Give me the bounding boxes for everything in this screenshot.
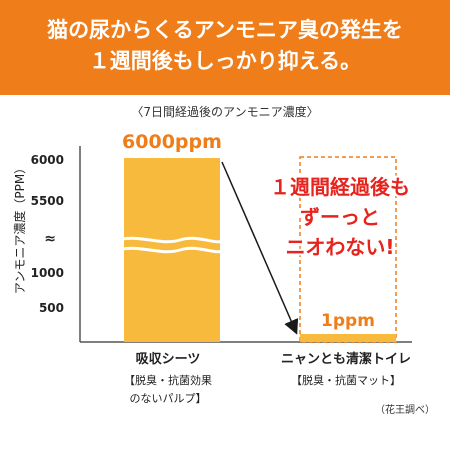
callout-line-1: １週間経過後も xyxy=(270,175,410,199)
y-axis-label: アンモニア濃度（PPM） xyxy=(12,162,27,294)
bar-nyantomo-toilet xyxy=(300,334,396,342)
chart-title: 〈7日間経過後のアンモニア濃度〉 xyxy=(131,105,319,119)
headline-banner: 猫の尿からくるアンモニア臭の発生を １週間後もしっかり抑える。 xyxy=(0,0,450,95)
value-label: 6000ppm xyxy=(122,131,222,153)
y-tick-label: 500 xyxy=(39,301,64,315)
source-note: （花王調べ） xyxy=(375,403,435,416)
y-tick-label: ≈ xyxy=(44,231,56,247)
y-tick-label: 6000 xyxy=(31,153,64,167)
category-sublabel: 【脱臭・抗菌マット】 xyxy=(291,373,401,387)
callout-line-2: ずーっと xyxy=(300,205,380,229)
y-tick-label: 1000 xyxy=(31,266,64,280)
decrease-arrow xyxy=(221,161,299,335)
category-sublabel: のないパルプ】 xyxy=(130,392,207,405)
axis-break-mark xyxy=(117,246,227,254)
value-label: 1ppm xyxy=(321,311,375,331)
category-label: ニャンとも清潔トイレ xyxy=(281,351,411,367)
category-label: 吸収シーツ xyxy=(136,352,201,367)
y-tick-label: 5500 xyxy=(31,194,64,208)
category-sublabel: 【脱臭・抗菌効果 xyxy=(124,373,212,387)
headline-line-2: １週間後もしっかり抑える。 xyxy=(88,49,362,73)
headline-line-1: 猫の尿からくるアンモニア臭の発生を xyxy=(47,18,403,42)
callout-line-3: ニオわない! xyxy=(285,235,394,259)
axis-break-mark xyxy=(117,236,227,244)
